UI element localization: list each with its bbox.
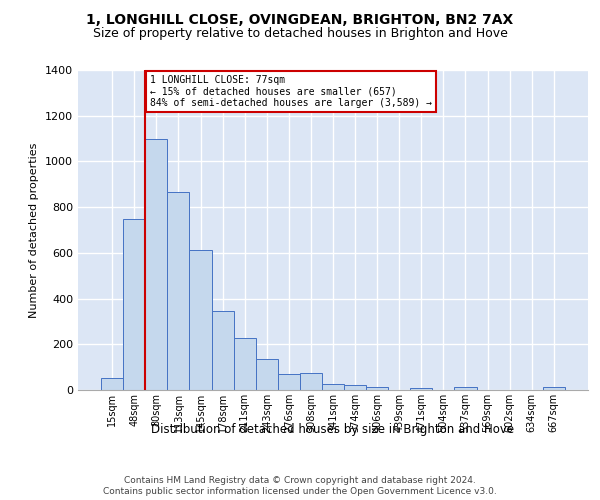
Bar	[101, 378, 123, 390]
Bar	[410, 388, 433, 390]
Bar	[190, 250, 212, 390]
Bar	[167, 192, 190, 390]
Y-axis label: Number of detached properties: Number of detached properties	[29, 142, 40, 318]
Bar	[278, 374, 300, 390]
Bar	[366, 386, 388, 390]
Bar	[300, 373, 322, 390]
Text: Distribution of detached houses by size in Brighton and Hove: Distribution of detached houses by size …	[151, 422, 515, 436]
Bar	[454, 386, 476, 390]
Bar	[233, 338, 256, 390]
Bar	[123, 218, 145, 390]
Text: 1 LONGHILL CLOSE: 77sqm
← 15% of detached houses are smaller (657)
84% of semi-d: 1 LONGHILL CLOSE: 77sqm ← 15% of detache…	[150, 74, 432, 108]
Bar	[145, 138, 167, 390]
Bar	[256, 359, 278, 390]
Bar	[322, 384, 344, 390]
Text: 1, LONGHILL CLOSE, OVINGDEAN, BRIGHTON, BN2 7AX: 1, LONGHILL CLOSE, OVINGDEAN, BRIGHTON, …	[86, 12, 514, 26]
Text: Contains public sector information licensed under the Open Government Licence v3: Contains public sector information licen…	[103, 488, 497, 496]
Text: Size of property relative to detached houses in Brighton and Hove: Size of property relative to detached ho…	[92, 28, 508, 40]
Bar	[212, 311, 233, 390]
Bar	[344, 386, 366, 390]
Bar	[543, 386, 565, 390]
Text: Contains HM Land Registry data © Crown copyright and database right 2024.: Contains HM Land Registry data © Crown c…	[124, 476, 476, 485]
